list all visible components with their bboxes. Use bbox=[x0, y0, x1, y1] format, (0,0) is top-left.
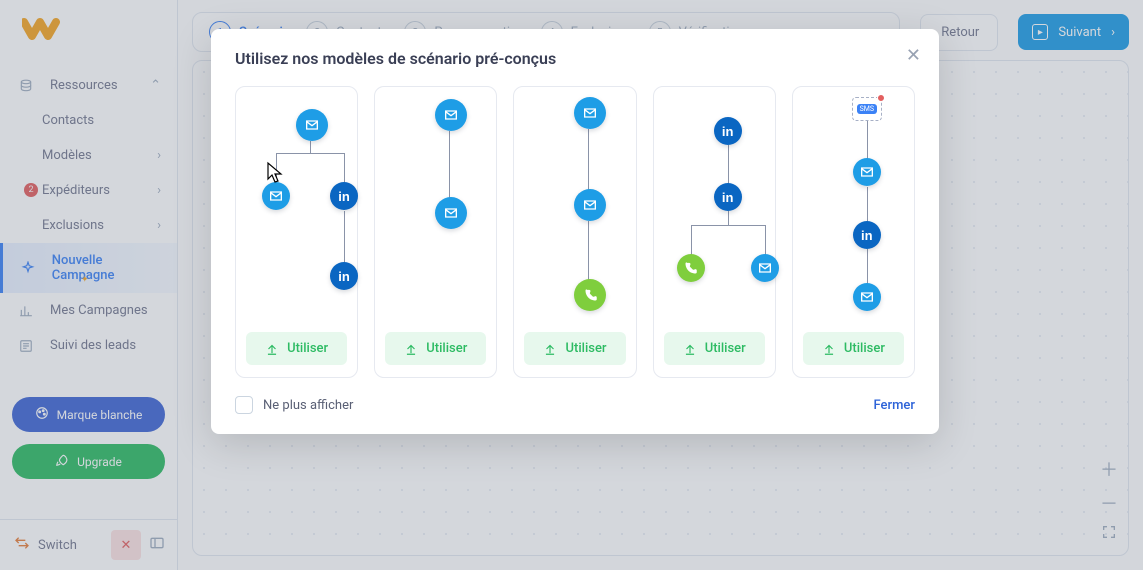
modal-close-button[interactable]: ✕ bbox=[906, 45, 921, 66]
connector-line bbox=[276, 153, 344, 154]
template-card-5: SMS in Utiliser bbox=[792, 86, 915, 378]
linkedin-icon: in bbox=[714, 117, 742, 145]
upload-icon bbox=[683, 342, 697, 356]
email-icon bbox=[262, 182, 290, 210]
template-card-3: Utiliser bbox=[513, 86, 636, 378]
use-template-button[interactable]: Utiliser bbox=[664, 332, 765, 365]
connector-line bbox=[765, 225, 766, 255]
connector-line bbox=[691, 225, 692, 255]
connector-line bbox=[867, 121, 868, 159]
linkedin-icon: in bbox=[330, 182, 358, 210]
template-diagram bbox=[524, 97, 625, 332]
dont-show-checkbox[interactable] bbox=[235, 396, 253, 414]
connector-line bbox=[310, 141, 311, 153]
template-card-4: in in Utiliser bbox=[653, 86, 776, 378]
email-icon bbox=[296, 109, 328, 141]
linkedin-icon: in bbox=[330, 262, 358, 290]
sms-icon: SMS bbox=[852, 97, 882, 121]
template-modal: Utilisez nos modèles de scénario pré-con… bbox=[211, 29, 939, 434]
linkedin-icon: in bbox=[853, 221, 881, 249]
modal-title: Utilisez nos modèles de scénario pré-con… bbox=[235, 49, 915, 68]
template-diagram bbox=[385, 97, 486, 332]
email-icon bbox=[435, 197, 467, 229]
connector-line bbox=[728, 211, 729, 225]
use-template-button[interactable]: Utiliser bbox=[803, 332, 904, 365]
use-template-label: Utiliser bbox=[426, 341, 467, 356]
linkedin-icon: in bbox=[714, 183, 742, 211]
email-icon bbox=[751, 254, 779, 282]
use-template-button[interactable]: Utiliser bbox=[385, 332, 486, 365]
upload-icon bbox=[543, 342, 557, 356]
upload-icon bbox=[265, 342, 279, 356]
connector-line bbox=[344, 211, 345, 263]
use-template-button[interactable]: Utiliser bbox=[246, 332, 347, 365]
template-grid: ininUtiliserUtiliserUtiliserininUtiliser… bbox=[235, 86, 915, 378]
template-diagram: in in bbox=[664, 97, 765, 332]
use-template-label: Utiliser bbox=[844, 341, 885, 356]
template-diagram: inin bbox=[246, 97, 347, 332]
upload-icon bbox=[404, 342, 418, 356]
email-icon bbox=[574, 189, 606, 221]
use-template-label: Utiliser bbox=[705, 341, 746, 356]
close-icon: ✕ bbox=[906, 45, 921, 66]
connector-line bbox=[867, 249, 868, 285]
use-template-label: Utiliser bbox=[565, 341, 606, 356]
dont-show-label: Ne plus afficher bbox=[263, 398, 353, 413]
email-icon bbox=[574, 97, 606, 129]
email-icon bbox=[435, 99, 467, 131]
connector-line bbox=[691, 225, 765, 226]
template-card-1: ininUtiliser bbox=[235, 86, 358, 378]
email-icon bbox=[853, 158, 881, 186]
upload-icon bbox=[822, 342, 836, 356]
connector-line bbox=[276, 153, 277, 183]
connector-line bbox=[867, 187, 868, 223]
email-icon bbox=[853, 283, 881, 311]
connector-line bbox=[588, 129, 589, 191]
connector-line bbox=[449, 131, 450, 199]
use-template-label: Utiliser bbox=[287, 341, 328, 356]
use-template-button[interactable]: Utiliser bbox=[524, 332, 625, 365]
phone-icon bbox=[574, 279, 606, 311]
phone-icon bbox=[677, 254, 705, 282]
modal-close-link[interactable]: Fermer bbox=[874, 398, 915, 413]
connector-line bbox=[344, 153, 345, 183]
modal-footer: Ne plus afficher Fermer bbox=[235, 396, 915, 414]
template-diagram: SMS in bbox=[803, 97, 904, 332]
connector-line bbox=[588, 221, 589, 281]
template-card-2: Utiliser bbox=[374, 86, 497, 378]
connector-line bbox=[728, 145, 729, 185]
